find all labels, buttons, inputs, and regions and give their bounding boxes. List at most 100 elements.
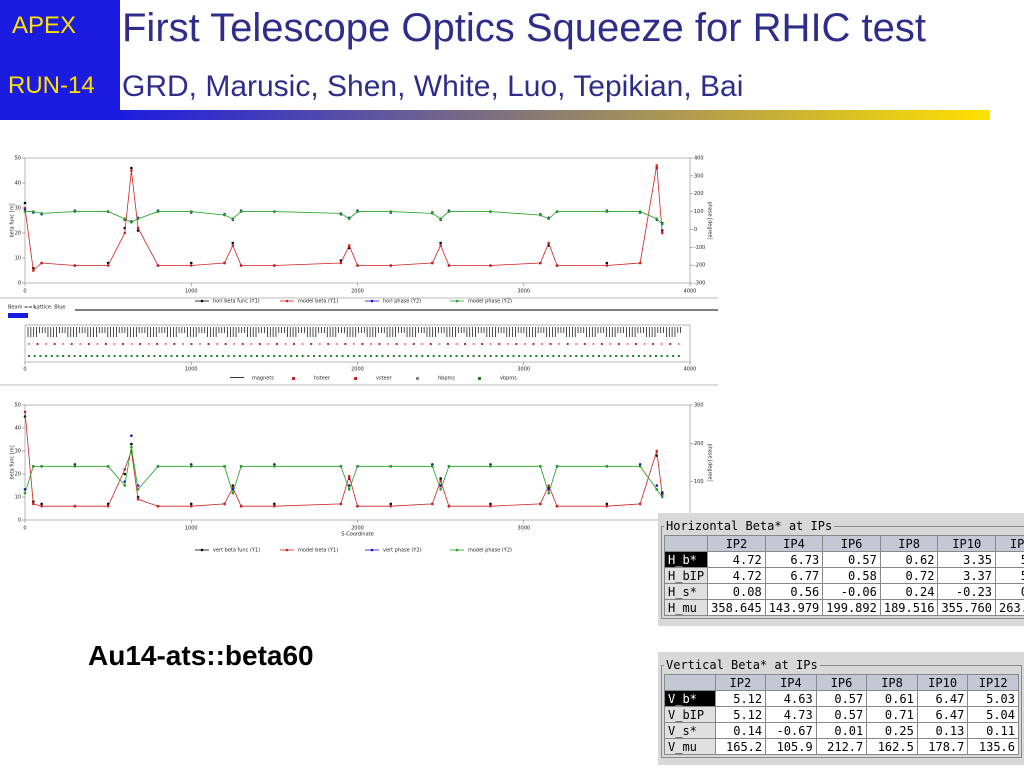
bpm [398,355,401,357]
y-tick-label: 20 [15,231,21,237]
x-tick-label: 2000 [351,526,364,532]
x-tick-label: 1000 [185,367,198,373]
series-point [239,264,243,267]
legend-label: model phase (Y2) [468,299,512,305]
y2-tick-label: 300 [694,403,704,409]
series-point [655,164,659,167]
bpm [347,355,350,357]
cell: 4.72 [707,567,766,584]
legend-marker [200,548,204,552]
legend-marker [370,299,374,303]
bpm [432,355,435,357]
cell: 5.12 [714,706,767,723]
series-point [555,264,559,267]
cell: 6.47 [916,706,969,723]
bpm [466,355,469,357]
y2-tick-label: 0 [694,227,697,233]
y2-tick-label: 300 [694,173,704,179]
bpm [227,355,230,357]
corrector [669,343,672,345]
cell: 355.760 [937,599,997,616]
x-tick-label: 3000 [517,367,530,373]
y2-axis-label: phase [degree] [707,201,713,239]
series-point [23,201,27,205]
bpm [221,355,224,357]
bpm [39,355,42,357]
series-point [273,463,276,466]
bpm [130,355,133,357]
series-point [447,504,451,508]
corrector [275,343,278,345]
bpm [666,355,669,357]
series-point [347,488,351,491]
y2-tick-label: -200 [694,263,705,269]
row-label: H_mu [663,599,709,616]
badge-text: RUN-14 [8,72,95,99]
corrector [429,343,432,345]
series-point [223,261,226,265]
series-point [489,210,492,213]
series-point [539,213,542,217]
y-tick-label: 20 [15,472,21,478]
bpm [250,355,253,357]
series-point [73,210,77,213]
series-point [273,465,276,468]
corrector [600,343,603,345]
corrector [53,343,56,345]
column-header: IP12 [967,674,1019,691]
corrector [438,343,441,345]
table-panel: Horizontal Beta* at IPs IP2 IP4 IP6 IP8 IP10 I… [658,513,1024,626]
series-point [356,504,359,508]
corrector [455,343,458,345]
series-point [655,217,659,221]
cell: 0.71 [866,706,918,723]
table-group: Horizontal Beta* at IPs IP2 IP4 IP6 IP8 IP10 I… [661,519,1024,619]
corner [663,535,709,552]
cell: 0.57 [815,706,868,723]
bpm [643,355,646,357]
bpm [181,355,184,357]
series-point [106,465,110,468]
y-tick-label: 0 [18,518,21,524]
cell: 178.7 [916,738,969,755]
bpm [409,355,412,357]
bpm [295,355,298,357]
series-point [32,210,35,213]
series-point [73,504,77,508]
corrector [652,343,655,345]
cell: -0.06 [822,583,881,600]
bpm [164,355,167,357]
plot-frame [24,404,691,521]
corrector [643,343,646,345]
series-point [339,212,343,215]
series-point [555,504,559,508]
cell: 135.6 [967,738,1019,755]
bpm [558,355,561,357]
series-point [439,484,442,487]
corrector [370,343,372,345]
series-point [605,465,609,468]
series-point [347,217,351,221]
series-point [189,210,193,213]
cell: 143.979 [764,599,824,616]
row-label: H_bIP [663,567,709,584]
column-header: IP2 [714,674,767,691]
cell: 3.37 [937,567,997,584]
legend-label: vbpms [500,376,517,382]
bpm [415,355,418,357]
series-point [389,502,393,506]
column-header: IP8 [866,674,918,691]
bpm [501,355,504,357]
bpm [142,355,144,357]
series-point [231,491,235,495]
legend-marker [370,548,374,552]
bpm [278,355,281,357]
series-point [547,217,550,221]
x-tick-label: 4000 [684,289,697,295]
series-point [431,502,434,506]
corrector [575,343,578,345]
table-panel: Vertical Beta* at IPs IP2 IP4 IP6 IP8 IP10 IP1… [658,652,1024,765]
bpm [233,355,236,357]
series-point [555,210,559,213]
bpm [176,355,179,357]
